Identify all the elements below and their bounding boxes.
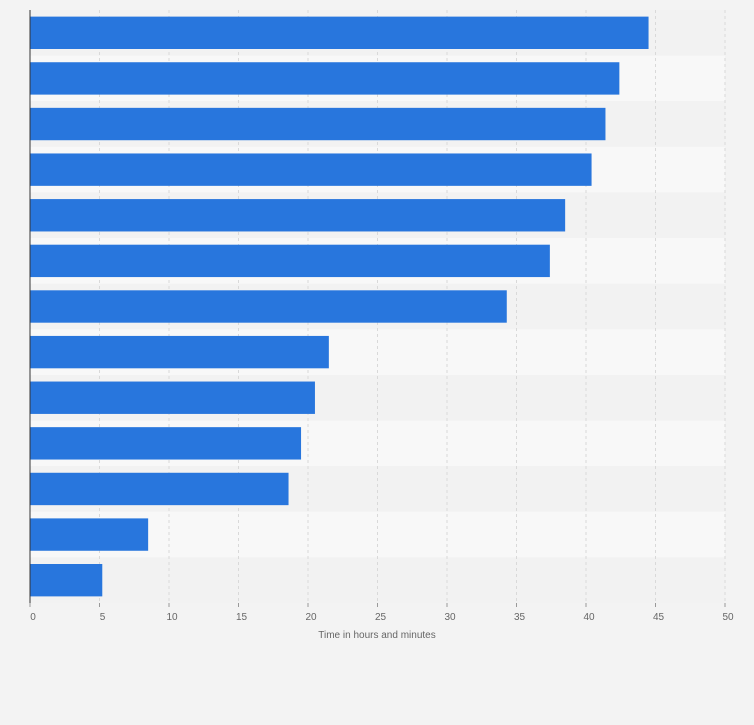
x-tick-label: 15 xyxy=(236,612,248,623)
x-tick-label: 30 xyxy=(444,612,456,623)
x-tick-label: 5 xyxy=(100,612,106,623)
bar[interactable] xyxy=(30,563,103,597)
x-tick-label: 35 xyxy=(514,612,526,623)
bar[interactable] xyxy=(30,472,289,506)
axes xyxy=(29,10,726,607)
bar[interactable] xyxy=(30,518,149,551)
bar[interactable] xyxy=(30,199,566,232)
x-tick-label: 40 xyxy=(583,612,595,623)
bar[interactable] xyxy=(30,244,550,278)
x-tick-labels: 0 5 10 15 20 25 30 35 40 45 50 xyxy=(30,612,734,623)
bar[interactable] xyxy=(30,62,620,95)
x-tick-label: 0 xyxy=(30,612,36,623)
x-tick-label: 25 xyxy=(375,612,387,623)
bar[interactable] xyxy=(30,381,315,414)
bar[interactable] xyxy=(30,290,507,323)
x-tick-label: 45 xyxy=(653,612,665,623)
bar[interactable] xyxy=(30,427,302,460)
bar[interactable] xyxy=(30,335,329,369)
bar[interactable] xyxy=(30,107,606,141)
bars xyxy=(30,16,649,597)
x-axis-title: Time in hours and minutes xyxy=(318,630,435,641)
x-tick-label: 10 xyxy=(166,612,178,623)
bar[interactable] xyxy=(30,153,592,186)
bar[interactable] xyxy=(30,16,649,50)
x-tick-label: 50 xyxy=(722,612,734,623)
x-tick-label: 20 xyxy=(305,612,317,623)
